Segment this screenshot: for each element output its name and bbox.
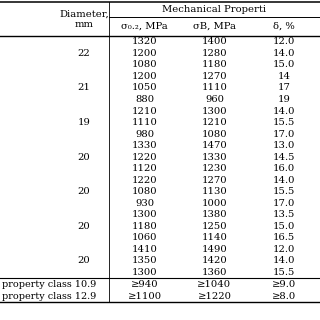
Text: 880: 880	[135, 95, 154, 104]
Text: 1350: 1350	[132, 256, 158, 265]
Text: 14.5: 14.5	[273, 153, 295, 162]
Text: 1110: 1110	[132, 118, 158, 127]
Text: ≥1220: ≥1220	[197, 292, 231, 301]
Text: 12.0: 12.0	[273, 245, 295, 254]
Text: 1360: 1360	[202, 268, 227, 277]
Text: Mechanical Properti: Mechanical Properti	[162, 5, 267, 14]
Text: 17: 17	[277, 84, 291, 92]
Text: 14.0: 14.0	[273, 49, 295, 58]
Text: 19: 19	[77, 118, 91, 127]
Text: 1110: 1110	[202, 84, 227, 92]
Text: 13.5: 13.5	[273, 210, 295, 219]
Text: 14: 14	[277, 72, 291, 81]
Text: 1220: 1220	[132, 153, 158, 162]
Text: 20: 20	[78, 256, 90, 265]
Text: 1330: 1330	[202, 153, 227, 162]
Text: 1180: 1180	[202, 60, 227, 69]
Text: 16.5: 16.5	[273, 233, 295, 242]
Text: 1000: 1000	[202, 199, 227, 208]
Text: ≥1040: ≥1040	[197, 280, 231, 289]
Text: ≥1100: ≥1100	[128, 292, 162, 301]
Text: 12.0: 12.0	[273, 37, 295, 46]
Text: 1050: 1050	[132, 84, 158, 92]
Text: 1200: 1200	[132, 72, 158, 81]
Text: σB, MPa: σB, MPa	[193, 22, 236, 31]
Text: 1200: 1200	[132, 49, 158, 58]
Text: 20: 20	[78, 153, 90, 162]
Text: 1420: 1420	[202, 256, 227, 265]
Text: Diameter,
mm: Diameter, mm	[59, 9, 109, 28]
Text: 1400: 1400	[202, 37, 227, 46]
Text: 980: 980	[135, 130, 154, 139]
Text: 930: 930	[135, 199, 154, 208]
Text: 1320: 1320	[132, 37, 158, 46]
Text: 1210: 1210	[132, 107, 158, 116]
Text: 15.5: 15.5	[273, 268, 295, 277]
Text: 1250: 1250	[202, 222, 227, 231]
Text: ≥8.0: ≥8.0	[272, 292, 296, 301]
Text: 1210: 1210	[202, 118, 227, 127]
Text: ≥9.0: ≥9.0	[272, 280, 296, 289]
Text: 14.0: 14.0	[273, 256, 295, 265]
Text: 22: 22	[78, 49, 90, 58]
Text: 15.5: 15.5	[273, 187, 295, 196]
Text: 14.0: 14.0	[273, 107, 295, 116]
Text: 1080: 1080	[202, 130, 227, 139]
Text: 1140: 1140	[202, 233, 227, 242]
Text: property class 12.9: property class 12.9	[2, 292, 96, 301]
Text: 21: 21	[77, 84, 91, 92]
Text: 1280: 1280	[202, 49, 227, 58]
Text: 1120: 1120	[132, 164, 158, 173]
Text: 1180: 1180	[132, 222, 158, 231]
Text: 20: 20	[78, 222, 90, 231]
Text: 1490: 1490	[202, 245, 227, 254]
Text: 1380: 1380	[202, 210, 227, 219]
Text: 1080: 1080	[132, 187, 158, 196]
Text: 15.5: 15.5	[273, 118, 295, 127]
Text: 1300: 1300	[132, 268, 158, 277]
Text: 1300: 1300	[132, 210, 158, 219]
Text: 19: 19	[277, 95, 291, 104]
Text: 15.0: 15.0	[273, 60, 295, 69]
Text: 1080: 1080	[132, 60, 158, 69]
Text: 20: 20	[78, 187, 90, 196]
Text: 17.0: 17.0	[273, 130, 295, 139]
Text: property class 10.9: property class 10.9	[2, 280, 96, 289]
Text: 1300: 1300	[202, 107, 227, 116]
Text: 15.0: 15.0	[273, 222, 295, 231]
Text: 13.0: 13.0	[273, 141, 295, 150]
Text: 1470: 1470	[202, 141, 227, 150]
Text: 1330: 1330	[132, 141, 158, 150]
Text: 1060: 1060	[132, 233, 157, 242]
Text: 16.0: 16.0	[273, 164, 295, 173]
Text: 1130: 1130	[202, 187, 227, 196]
Text: 1230: 1230	[202, 164, 227, 173]
Text: ≥940: ≥940	[131, 280, 159, 289]
Text: 1270: 1270	[202, 72, 227, 81]
Text: 960: 960	[205, 95, 224, 104]
Text: 1220: 1220	[132, 176, 158, 185]
Text: 1270: 1270	[202, 176, 227, 185]
Text: 14.0: 14.0	[273, 176, 295, 185]
Text: 1410: 1410	[132, 245, 158, 254]
Text: δ, %: δ, %	[273, 22, 295, 31]
Text: σ₀.₂, MPa: σ₀.₂, MPa	[121, 22, 168, 31]
Text: 17.0: 17.0	[273, 199, 295, 208]
